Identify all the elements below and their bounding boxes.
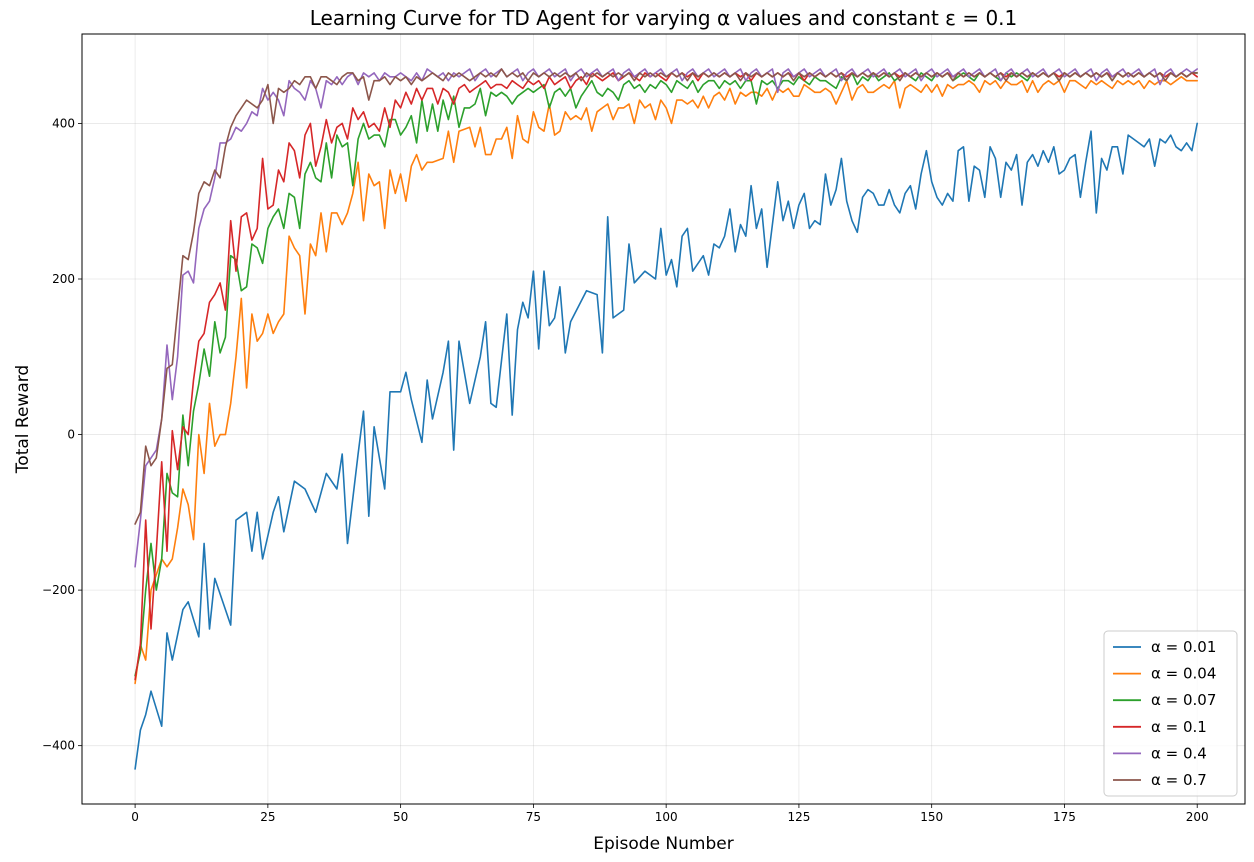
x-tick-label: 200 bbox=[1186, 810, 1209, 824]
y-tick-label: −400 bbox=[42, 739, 75, 753]
legend-label-6: α = 0.7 bbox=[1151, 771, 1207, 789]
chart-title: Learning Curve for TD Agent for varying … bbox=[310, 6, 1018, 30]
x-tick-label: 125 bbox=[787, 810, 810, 824]
series-line-1 bbox=[134, 122, 1198, 770]
legend-label-1: α = 0.01 bbox=[1151, 638, 1216, 656]
x-tick-label: 0 bbox=[131, 810, 139, 824]
series-line-3 bbox=[134, 72, 1198, 677]
y-tick-label: 200 bbox=[52, 272, 75, 286]
x-tick-label: 50 bbox=[393, 810, 408, 824]
x-axis-label: Episode Number bbox=[593, 834, 733, 854]
x-tick-label: 25 bbox=[260, 810, 275, 824]
y-tick-label: 400 bbox=[52, 116, 75, 130]
y-tick-label: 0 bbox=[67, 428, 75, 442]
x-tick-label: 150 bbox=[920, 810, 943, 824]
axis-ticks: 0 25 50 75 100 125 150 175 200 −400 −200 0 200 400 bbox=[42, 116, 1209, 824]
legend-label-4: α = 0.1 bbox=[1151, 718, 1207, 736]
y-axis-label: Total Reward bbox=[13, 365, 33, 474]
series-lines bbox=[134, 68, 1198, 770]
legend-label-2: α = 0.04 bbox=[1151, 665, 1216, 683]
x-tick-label: 175 bbox=[1053, 810, 1076, 824]
plot-frame bbox=[81, 33, 1246, 805]
gridlines bbox=[82, 34, 1245, 804]
x-tick-label: 75 bbox=[526, 810, 541, 824]
legend: α = 0.01 α = 0.04 α = 0.07 α = 0.1 α = 0.4 α … bbox=[1103, 630, 1238, 797]
legend-label-5: α = 0.4 bbox=[1151, 744, 1207, 762]
series-line-6 bbox=[134, 68, 1198, 525]
legend-box bbox=[1103, 630, 1238, 797]
series-line-2 bbox=[134, 76, 1198, 685]
legend-label-3: α = 0.07 bbox=[1151, 691, 1216, 709]
y-tick-label: −200 bbox=[42, 583, 75, 597]
x-tick-label: 100 bbox=[655, 810, 678, 824]
